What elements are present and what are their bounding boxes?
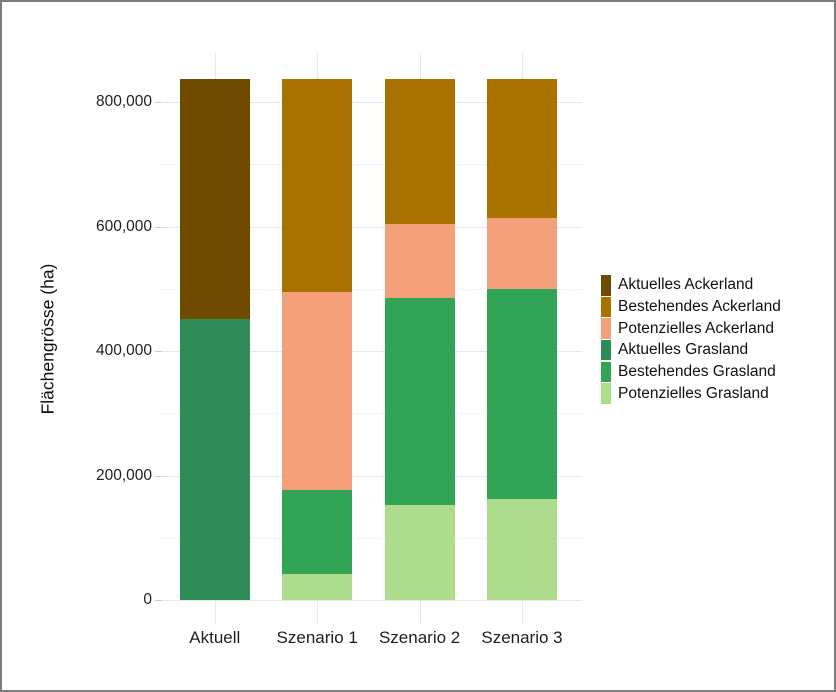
y-gridline-major (162, 226, 582, 228)
y-tick-mark (155, 600, 162, 601)
y-axis-title: Flächengrösse (ha) (37, 263, 58, 415)
y-gridline-major (162, 102, 582, 103)
y-gridline-major (162, 475, 582, 477)
bar-segment-potenzielles-ackerland-szenario-1 (282, 291, 353, 490)
y-tick-label: 800,000 (95, 93, 152, 110)
legend-item-label-potenzielles-grasland: Potenzielles Grasland (618, 384, 769, 402)
bar-segment-potenzielles-ackerland-szenario-2 (384, 224, 455, 299)
bar-segment-potenzielles-grasland-szenario-1 (282, 573, 353, 600)
y-gridline-major (162, 351, 582, 352)
legend-item-label-aktuelles-ackerland: Aktuelles Ackerland (618, 276, 754, 294)
bar-segment-potenzielles-grasland-szenario-3 (487, 499, 557, 600)
y-gridline-minor (162, 288, 582, 290)
y-tick-label: 400,000 (95, 342, 152, 359)
x-tick-label-szenario-1: Szenario 1 (276, 628, 358, 647)
legend-key-potenzielles-ackerland (601, 318, 611, 339)
bar-segment-bestehendes-grasland-szenario-3 (487, 288, 557, 500)
legend-key-potenzielles-grasland (601, 383, 611, 404)
y-gridline-minor (162, 537, 582, 539)
bar-segment-bestehendes-grasland-szenario-2 (384, 298, 455, 505)
legend-key-aktuelles-grasland (601, 339, 611, 361)
y-tick-label: 600,000 (95, 217, 152, 235)
y-gridline-major (162, 600, 582, 601)
y-gridline-minor (162, 413, 582, 415)
bar-segment-potenzielles-ackerland-szenario-3 (487, 217, 557, 289)
legend-key-bestehendes-ackerland (601, 296, 611, 318)
bar-segment-bestehendes-ackerland-szenario-3 (487, 78, 557, 218)
bar-segment-aktuelles-grasland-aktuell (179, 318, 250, 600)
legend-item-label-bestehendes-grasland: Bestehendes Grasland (618, 362, 776, 380)
x-tick-label-szenario-2: Szenario 2 (378, 628, 461, 647)
bar-segment-bestehendes-ackerland-szenario-1 (282, 78, 353, 292)
legend-key-bestehendes-grasland (601, 361, 611, 383)
bar-segment-potenzielles-grasland-szenario-2 (384, 504, 455, 600)
y-tick-label: 200,000 (95, 466, 152, 484)
y-tick-mark (155, 102, 162, 103)
legend-item-label-potenzielles-ackerland: Potenzielles Ackerland (618, 319, 774, 337)
legend-item-label-bestehendes-ackerland: Bestehendes Ackerland (618, 297, 781, 315)
y-tick-mark (155, 475, 162, 477)
bar-segment-bestehendes-grasland-szenario-1 (282, 489, 353, 574)
legend-item-label-aktuelles-grasland: Aktuelles Grasland (618, 341, 749, 359)
y-tick-label: 0 (143, 591, 152, 608)
x-tick-label-aktuell: Aktuell (189, 628, 241, 647)
legend-key-aktuelles-ackerland (601, 275, 611, 296)
bar-segment-aktuelles-ackerland-aktuell (179, 78, 250, 319)
y-gridline-minor (162, 164, 582, 166)
y-tick-mark (155, 226, 162, 228)
x-tick-label-szenario-3: Szenario 3 (481, 628, 563, 647)
y-tick-mark (155, 351, 162, 352)
bar-segment-bestehendes-ackerland-szenario-2 (384, 78, 455, 224)
